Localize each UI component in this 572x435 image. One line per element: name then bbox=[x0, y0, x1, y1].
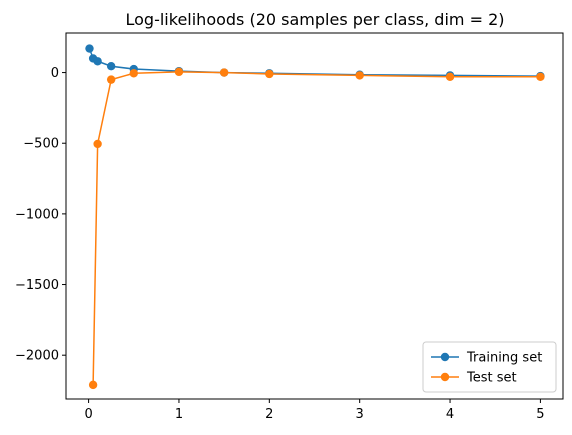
legend-label: Training set bbox=[466, 351, 542, 366]
y-tick-label: −1500 bbox=[15, 278, 59, 293]
legend-box bbox=[422, 341, 557, 393]
x-tick-label: 5 bbox=[536, 407, 544, 422]
y-tick-label: −500 bbox=[23, 137, 59, 152]
data-point bbox=[445, 72, 455, 82]
series-test-set bbox=[88, 67, 545, 390]
data-point bbox=[219, 68, 229, 77]
data-point bbox=[85, 44, 94, 53]
data-point bbox=[355, 71, 364, 80]
legend-marker bbox=[440, 352, 450, 362]
series-line bbox=[92, 71, 541, 385]
data-point bbox=[93, 139, 102, 149]
x-tick-label: 2 bbox=[265, 407, 273, 422]
data-point bbox=[106, 75, 116, 84]
x-tick-label: 4 bbox=[446, 407, 454, 422]
legend-marker bbox=[440, 372, 450, 382]
y-tick-label: −1000 bbox=[15, 207, 59, 222]
y-tick-label: −2000 bbox=[15, 349, 59, 364]
legend: Training set Test set bbox=[422, 341, 557, 393]
data-point bbox=[265, 69, 274, 79]
axis-layer: 0 1 2 3 4 5 0 −500 −1000 −1500 −2000 bbox=[15, 66, 545, 422]
series-layer bbox=[85, 44, 545, 390]
x-tick-label: 3 bbox=[356, 407, 364, 422]
data-point bbox=[174, 67, 184, 77]
legend-label: Test set bbox=[466, 371, 517, 386]
plot-frame bbox=[65, 32, 564, 400]
y-tick-label: 0 bbox=[51, 66, 59, 81]
data-point bbox=[129, 69, 138, 78]
x-tick-label: 0 bbox=[84, 407, 92, 422]
data-point bbox=[88, 380, 98, 390]
data-point bbox=[93, 57, 102, 66]
x-tick-label: 1 bbox=[175, 407, 183, 422]
plot-area bbox=[66, 33, 563, 399]
data-point bbox=[536, 72, 545, 82]
chart-title: Log-likelihoods (20 samples per class, d… bbox=[126, 10, 505, 29]
data-point bbox=[106, 62, 116, 71]
